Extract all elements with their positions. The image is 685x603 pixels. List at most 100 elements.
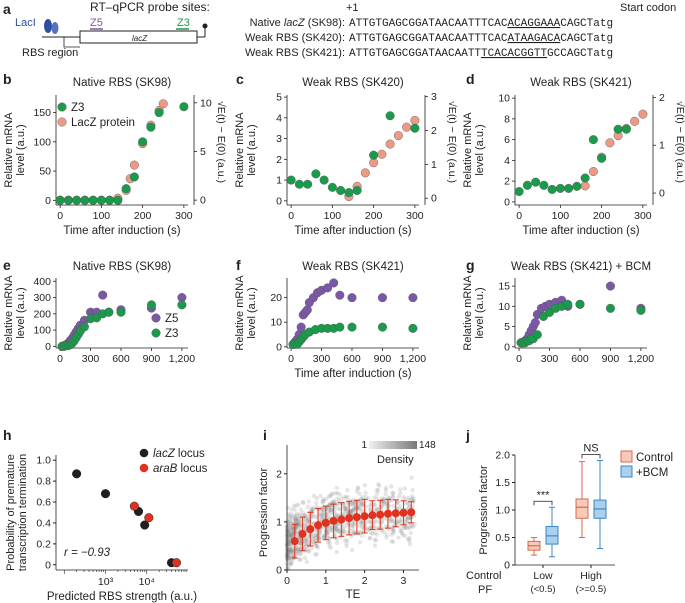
y-tick-label: 10 [270,317,282,329]
density-point [352,501,358,507]
panel-h: h 0 0.2 0.4 0.6 0.8 1.0 10³ 10⁴ Predicted RBS str… [3,427,208,603]
y2-tick-label: 2 [659,92,665,104]
density-point [350,520,355,525]
density-point [373,538,378,543]
data-point [329,278,339,288]
density-point [409,496,415,502]
density-point [398,517,403,523]
density-point [355,485,361,490]
sequence-name-0: Native lacZ (SK98): [250,17,345,29]
data-point [531,177,541,187]
density-point [403,517,409,522]
density-point [389,532,394,538]
x-tick-label: 100 [324,210,342,222]
density-point [321,498,326,504]
density-point [402,526,407,531]
y-axis-label: Progression factor [478,465,490,555]
density-point [288,559,294,565]
data-point [100,489,111,499]
y2-tick-label: 5 [200,146,206,158]
sequence-table: Native lacZ (SK98): ATTGTGAGCGGATAACAATTT… [245,17,613,60]
y-tick-label: 2 [504,176,510,188]
y-tick-label: 0 [276,341,282,353]
density-point [372,530,378,535]
density-point [344,543,349,549]
data-point [311,169,321,179]
data-point [530,318,540,328]
density-point [357,523,362,528]
density-point [291,531,297,536]
density-point [294,549,299,554]
density-point [286,541,292,546]
density-point [368,530,374,536]
data-point [352,185,362,195]
density-point [303,519,308,525]
density-point [349,502,354,507]
density-point [311,533,317,539]
panel-g-label: g [466,257,475,273]
density-point [374,496,380,501]
data-point [63,195,73,205]
density-point [288,528,293,533]
y-tick-label: 15 [498,281,510,293]
density-point [292,515,297,520]
data-point [146,300,156,310]
density-point [313,500,319,505]
density-point [349,523,354,528]
density-point [399,528,404,534]
x-tick-label: 300 [175,210,193,222]
series-z3 [514,124,631,197]
density-point [367,527,372,532]
sequence-name-2: Weak RBS (SK421): [245,47,345,59]
y-axis-label: Relative mRNAlevel (a.u.) [462,112,486,188]
density-point [288,549,293,554]
density-point [287,547,292,552]
density-point [325,512,330,517]
density-point [332,532,337,537]
panel-g: g Weak RBS (SK421) + BCM 0 300 600 900 1,200 0 5… [462,257,654,365]
x-tick-label: 600 [112,353,130,365]
density-point [335,496,340,501]
density-point [333,526,339,532]
density-point [286,555,292,561]
density-point [317,530,323,535]
density-point [344,530,350,536]
density-point [384,535,389,540]
density-point [407,535,412,541]
legend-swatch [620,450,633,463]
density-point [289,533,294,538]
y-tick-label: 0.5 [495,532,510,544]
series-z3 [57,300,187,351]
density-point [374,491,380,496]
density-point [399,531,405,536]
density-point [390,539,396,545]
x-tick-label: 1 [323,575,329,587]
density-point [329,511,334,516]
density-point [302,539,308,544]
density-point [305,515,310,521]
density-point [304,540,310,545]
chart-title: Weak RBS (SK421) + BCM [511,261,651,273]
density-point [359,520,364,525]
mean-point [383,509,392,518]
data-point [588,167,598,177]
density-point [326,493,332,499]
density-point [304,543,309,549]
data-point [572,181,582,191]
data-point [335,322,345,332]
density-point [390,528,396,533]
y-tick-label: 100 [33,325,51,337]
density-point [396,521,401,527]
start-codon-label: Start codon [620,2,676,14]
density-point [314,542,319,547]
density-point [298,557,303,562]
density-point [410,524,415,530]
panel-f: f Weak RBS (SK421) 0 300 600 900 1,200 0 10 20 Rel… [234,257,426,380]
data-point [88,195,98,205]
density-point [382,501,387,506]
density-point [319,506,325,512]
density-point [329,492,334,497]
density-point [404,525,410,530]
density-point [359,499,365,505]
x-tick-label: 0 [57,210,63,222]
